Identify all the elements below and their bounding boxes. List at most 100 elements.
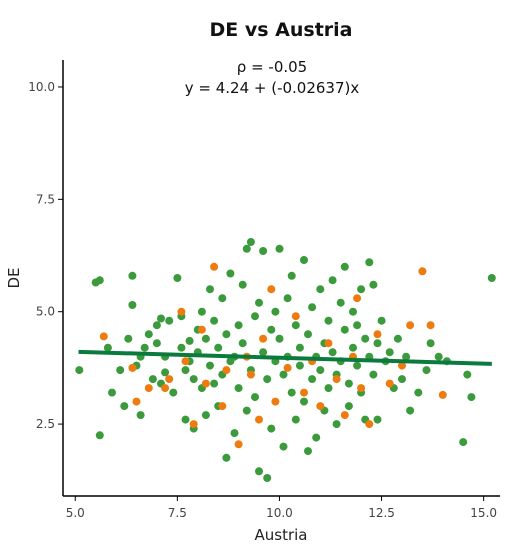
- data-point: [173, 274, 182, 282]
- data-point: [201, 379, 210, 388]
- data-point: [148, 375, 157, 384]
- data-point: [267, 325, 276, 334]
- points-layer: [75, 238, 496, 482]
- y-tick-label: 10.0: [28, 80, 55, 94]
- data-point: [201, 334, 210, 343]
- data-point: [255, 467, 263, 476]
- data-point: [275, 244, 284, 253]
- data-point: [157, 314, 165, 323]
- data-point: [340, 411, 349, 420]
- data-point: [165, 375, 174, 384]
- data-point: [144, 384, 153, 393]
- data-point: [275, 334, 284, 343]
- data-point: [295, 361, 304, 370]
- data-point: [361, 334, 370, 343]
- data-point: [206, 361, 214, 370]
- data-point: [344, 379, 353, 388]
- data-point: [373, 330, 382, 339]
- data-point: [271, 307, 280, 316]
- data-point: [181, 415, 190, 424]
- data-point: [75, 366, 84, 375]
- data-point: [336, 298, 345, 307]
- data-point: [418, 267, 427, 276]
- y-tick-label: 2.5: [36, 417, 55, 431]
- x-tick-label: 15.0: [470, 506, 497, 520]
- data-point: [242, 406, 251, 415]
- data-point: [295, 343, 304, 352]
- data-point: [279, 442, 288, 451]
- data-point: [340, 325, 349, 334]
- data-point: [324, 316, 333, 325]
- data-point: [128, 363, 137, 372]
- data-point: [316, 366, 325, 375]
- data-point: [349, 307, 357, 316]
- data-point: [246, 370, 255, 379]
- data-point: [300, 397, 308, 406]
- data-point: [398, 375, 406, 384]
- data-point: [140, 343, 149, 352]
- data-point: [144, 330, 153, 339]
- data-point: [463, 370, 472, 379]
- data-point: [385, 379, 394, 388]
- data-point: [287, 388, 296, 397]
- data-point: [406, 406, 415, 415]
- data-point: [393, 334, 402, 343]
- chart-title: DE vs Austria: [209, 19, 352, 41]
- data-point: [487, 274, 496, 282]
- data-point: [189, 420, 198, 429]
- data-point: [304, 330, 312, 339]
- data-point: [426, 339, 435, 348]
- data-point: [304, 447, 312, 456]
- data-point: [197, 325, 206, 334]
- data-point: [373, 339, 382, 348]
- data-point: [251, 312, 259, 321]
- x-tick-label: 10.0: [266, 506, 293, 520]
- data-point: [218, 294, 227, 303]
- data-point: [242, 244, 251, 253]
- data-point: [230, 429, 239, 438]
- data-point: [434, 352, 443, 361]
- data-point: [255, 298, 263, 307]
- data-point: [238, 339, 247, 348]
- data-point: [120, 402, 129, 411]
- data-point: [222, 366, 231, 375]
- data-point: [210, 379, 219, 388]
- data-point: [328, 276, 337, 285]
- data-point: [328, 348, 337, 357]
- data-point: [271, 397, 280, 406]
- data-point: [169, 388, 178, 397]
- data-point: [349, 343, 357, 352]
- data-point: [316, 402, 325, 411]
- data-point: [385, 348, 394, 357]
- data-point: [124, 334, 133, 343]
- data-point: [234, 384, 243, 393]
- data-point: [218, 402, 227, 411]
- data-point: [177, 307, 186, 316]
- data-point: [251, 393, 259, 402]
- correlation-annotation: ρ = -0.05: [237, 58, 307, 76]
- data-point: [259, 247, 268, 255]
- data-point: [152, 321, 161, 330]
- data-point: [165, 316, 174, 325]
- data-point: [128, 301, 137, 309]
- data-point: [267, 285, 276, 294]
- data-point: [300, 256, 308, 264]
- data-point: [324, 339, 333, 348]
- data-point: [373, 415, 382, 424]
- data-point: [177, 343, 186, 352]
- data-point: [324, 384, 333, 393]
- data-point: [402, 352, 411, 361]
- data-point: [308, 375, 317, 384]
- data-point: [108, 388, 116, 397]
- data-point: [128, 271, 137, 280]
- ticks-layer: 5.0 7.5 10.0 12.5 15.0 2.5 5.0 7.5 10.0: [28, 80, 497, 520]
- data-point: [263, 375, 272, 384]
- data-point: [116, 366, 125, 375]
- x-tick-label: 7.5: [168, 506, 187, 520]
- data-point: [259, 348, 268, 357]
- data-point: [234, 321, 243, 330]
- data-point: [226, 269, 235, 278]
- data-point: [197, 307, 206, 316]
- data-point: [332, 375, 341, 384]
